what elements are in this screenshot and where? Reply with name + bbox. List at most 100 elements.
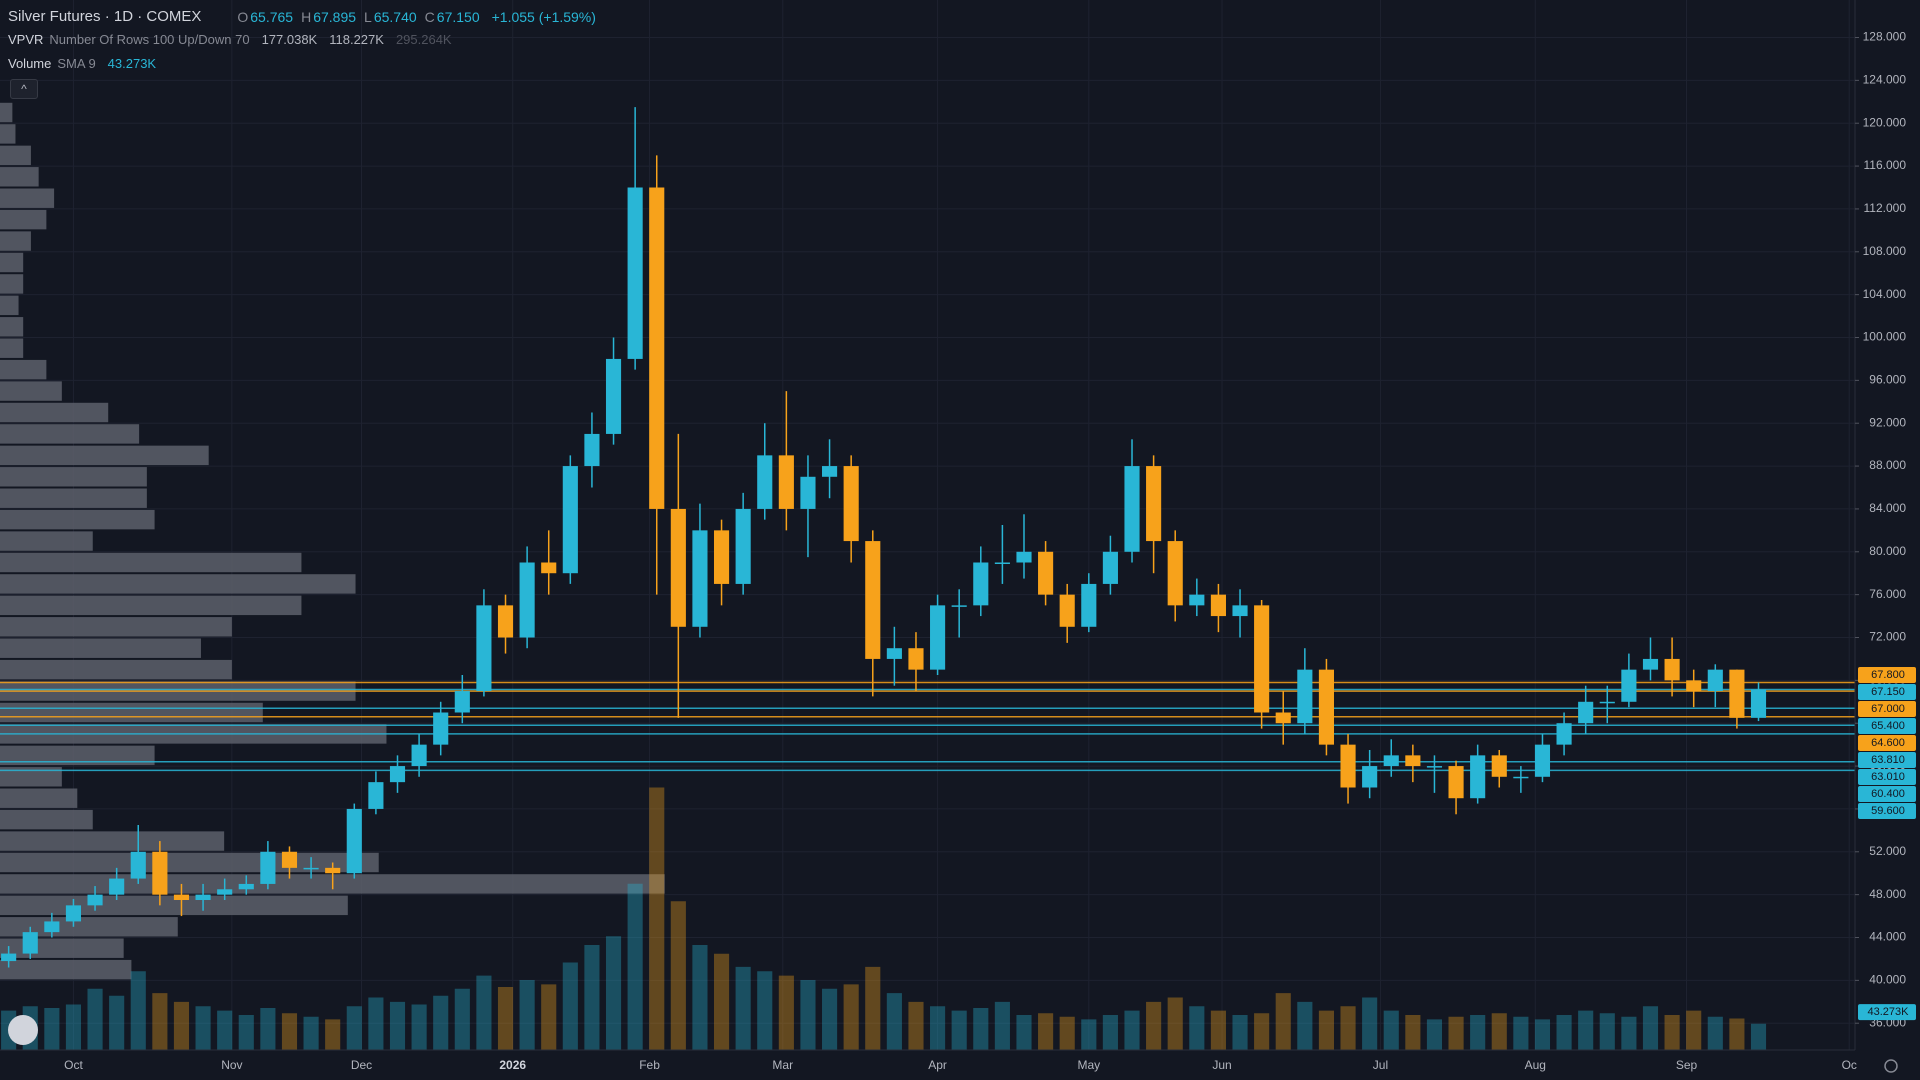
y-tick-label: 72.000 bbox=[1869, 630, 1906, 644]
candle-body bbox=[1081, 583, 1097, 627]
x-tick-label: Apr bbox=[928, 1058, 947, 1072]
candle-body bbox=[541, 562, 557, 574]
price-label: 59.600 bbox=[1871, 805, 1905, 817]
volume-bar bbox=[1210, 1010, 1226, 1050]
price-label: 63.810 bbox=[1871, 754, 1905, 766]
volume-profile-row bbox=[0, 831, 225, 851]
price-label: 65.400 bbox=[1871, 720, 1905, 732]
volume-bar bbox=[368, 997, 384, 1050]
candle-body bbox=[454, 691, 470, 713]
candle-body bbox=[1210, 594, 1226, 617]
indicator-value: 118.227K bbox=[329, 32, 384, 47]
price-label: 67.800 bbox=[1871, 669, 1905, 681]
candle-body bbox=[238, 883, 254, 890]
volume-profile-row bbox=[0, 209, 47, 230]
candle-body bbox=[476, 605, 492, 692]
volume-profile-row bbox=[0, 167, 39, 187]
price-label: 67.150 bbox=[1871, 686, 1905, 698]
candle-body bbox=[152, 851, 168, 895]
x-tick-label: Nov bbox=[221, 1058, 242, 1072]
candle-body bbox=[1729, 669, 1745, 718]
volume-bar bbox=[1621, 1016, 1637, 1050]
x-tick-label: Jul bbox=[1373, 1058, 1388, 1072]
y-tick-label: 40.000 bbox=[1869, 973, 1906, 987]
candle-body bbox=[1405, 755, 1421, 767]
volume-profile-row bbox=[0, 595, 302, 616]
volume-bar bbox=[562, 962, 578, 1050]
candle-body bbox=[22, 932, 38, 954]
volume-bar bbox=[346, 1006, 362, 1050]
x-tick-label: Aug bbox=[1525, 1058, 1546, 1072]
settings-button[interactable] bbox=[1884, 1059, 1898, 1073]
candle-body bbox=[1491, 755, 1507, 777]
volume-profile-row bbox=[0, 124, 16, 144]
indicator-value: 177.038K bbox=[261, 32, 318, 47]
volume-bar bbox=[389, 1001, 406, 1050]
price-label-bg bbox=[1858, 735, 1916, 751]
volume-bar bbox=[1318, 1010, 1335, 1050]
price-label: 64.600 bbox=[1871, 737, 1905, 749]
candle-body bbox=[173, 894, 190, 900]
volume-bar bbox=[1189, 1006, 1205, 1050]
price-axis bbox=[1855, 0, 1920, 1080]
x-tick-label: Dec bbox=[351, 1058, 372, 1072]
volume-bar bbox=[778, 975, 794, 1050]
volume-bar bbox=[649, 787, 665, 1050]
volume-bar bbox=[994, 1001, 1010, 1050]
volume-bar bbox=[886, 993, 902, 1050]
volume-bar bbox=[1275, 993, 1291, 1050]
x-tick-label: Oct bbox=[64, 1058, 83, 1072]
volume-legend[interactable]: Volume SMA 9 43.273K bbox=[8, 56, 156, 71]
candle-body bbox=[1254, 605, 1270, 713]
volume-profile-row bbox=[0, 531, 93, 551]
price-label-bg bbox=[1858, 701, 1916, 717]
candle-body bbox=[692, 530, 708, 627]
candle-body bbox=[1513, 776, 1529, 779]
tradingview-logo bbox=[8, 1015, 38, 1045]
candle-body bbox=[670, 508, 686, 627]
y-tick-label: 76.000 bbox=[1869, 587, 1906, 601]
x-tick-label: Mar bbox=[772, 1058, 793, 1072]
ohlc-value: 65.765 bbox=[250, 8, 294, 25]
volume-bar bbox=[1491, 1013, 1507, 1050]
x-tick-label: Oc bbox=[1842, 1058, 1857, 1072]
candle-body bbox=[1059, 594, 1075, 627]
candle-body bbox=[822, 466, 838, 477]
volume-bar bbox=[1534, 1019, 1551, 1050]
volume-bar bbox=[713, 953, 730, 1050]
volume-bar bbox=[670, 901, 686, 1050]
volume-profile-row bbox=[0, 767, 62, 787]
y-tick-label: 88.000 bbox=[1869, 458, 1906, 472]
candle-body bbox=[1750, 689, 1767, 718]
volume-bar bbox=[584, 945, 600, 1050]
candle-body bbox=[1599, 701, 1615, 704]
volume-bar bbox=[822, 988, 838, 1050]
y-tick-label: 80.000 bbox=[1869, 544, 1906, 558]
volume-profile-row bbox=[0, 467, 147, 487]
volume-bar bbox=[908, 1001, 924, 1050]
vpvr-legend[interactable]: VPVR Number Of Rows 100 Up/Down 70 177.038… bbox=[8, 32, 452, 47]
candle-body bbox=[411, 744, 427, 767]
price-label-bg bbox=[1858, 667, 1916, 683]
candle-body bbox=[44, 921, 60, 933]
volume-bar bbox=[692, 945, 708, 1050]
volume-profile-row bbox=[0, 659, 232, 680]
candle-body bbox=[865, 541, 881, 659]
candle-body bbox=[389, 766, 406, 783]
price-label-bg bbox=[1858, 769, 1916, 785]
symbol-legend: Silver Futures · 1D · COMEX O 65.765 H 67.8… bbox=[8, 8, 596, 25]
volume-profile-row bbox=[0, 338, 24, 358]
volume-profile-row bbox=[0, 745, 155, 766]
volume-bar bbox=[1016, 1015, 1032, 1050]
candle-body bbox=[1664, 658, 1680, 681]
volume-bar bbox=[757, 971, 773, 1050]
volume-bar bbox=[497, 987, 514, 1050]
volume-profile-row bbox=[0, 809, 93, 830]
y-tick-label: 92.000 bbox=[1869, 415, 1906, 429]
volume-bar bbox=[973, 1008, 989, 1050]
ohlc: O 65.765 H 67.895 L 65.740 C 67.150 bbox=[237, 9, 485, 25]
collapse-button[interactable]: ^ bbox=[10, 79, 38, 99]
candle-body bbox=[260, 851, 276, 884]
price-label: 67.000 bbox=[1871, 703, 1905, 715]
